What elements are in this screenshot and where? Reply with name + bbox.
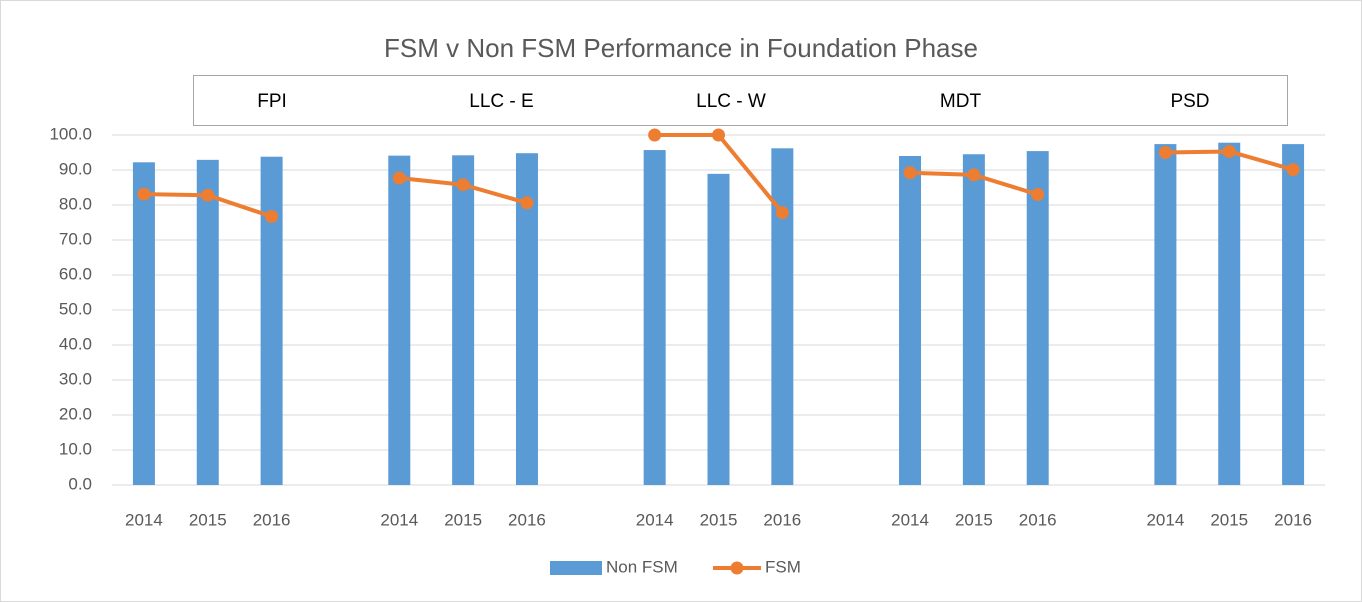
x-tick-label: 2016	[253, 510, 291, 529]
bar	[1154, 144, 1177, 485]
y-tick-label: 80.0	[59, 194, 92, 213]
bar	[1026, 151, 1049, 485]
line-marker	[456, 178, 470, 192]
x-tick-label: 2016	[1274, 510, 1312, 529]
bar	[899, 156, 922, 485]
bar	[771, 148, 794, 486]
bar	[962, 154, 985, 485]
line-marker	[1031, 188, 1045, 201]
x-tick-label: 2014	[1146, 510, 1184, 529]
line-marker	[392, 171, 406, 185]
line-marker	[712, 128, 725, 142]
y-tick-label: 100.0	[49, 124, 92, 143]
y-tick-label: 30.0	[59, 369, 92, 388]
chart-title: FSM v Non FSM Performance in Foundation …	[384, 33, 978, 63]
group-label: PSD	[1170, 91, 1209, 112]
line-marker	[137, 187, 151, 201]
x-tick-label: 2015	[1210, 510, 1248, 529]
bar	[132, 162, 155, 486]
x-tick-label: 2014	[636, 510, 674, 529]
bar	[388, 155, 411, 485]
x-tick-label: 2016	[763, 510, 801, 529]
group-label: FPI	[257, 91, 287, 112]
y-tick-label: 20.0	[59, 404, 92, 423]
x-tick-label: 2015	[955, 510, 993, 529]
line-marker	[967, 168, 981, 182]
bar	[452, 155, 475, 486]
bar	[1218, 142, 1241, 485]
bar	[260, 156, 283, 485]
bar	[707, 173, 730, 485]
y-tick-label: 0.0	[68, 474, 92, 493]
group-box	[193, 75, 1288, 126]
line-marker	[1222, 144, 1236, 158]
bar	[643, 150, 666, 486]
group-label: LLC - E	[469, 91, 533, 112]
legend-swatch-marker	[730, 561, 744, 575]
x-tick-label: 2015	[700, 510, 738, 529]
line-marker	[201, 188, 215, 202]
x-tick-label: 2014	[125, 510, 163, 529]
y-tick-label: 60.0	[59, 264, 92, 283]
x-tick-label: 2014	[891, 510, 929, 529]
y-tick-label: 40.0	[59, 334, 92, 353]
x-tick-label: 2014	[380, 510, 418, 529]
line-marker	[520, 196, 534, 210]
bar	[1282, 144, 1305, 485]
y-tick-label: 50.0	[59, 299, 92, 318]
x-tick-label: 2016	[1019, 510, 1057, 529]
line-marker	[1286, 163, 1300, 177]
bar	[196, 159, 219, 485]
legend-label: FSM	[765, 557, 801, 576]
line-marker	[775, 206, 789, 220]
group-label: MDT	[940, 91, 982, 112]
y-tick-label: 10.0	[59, 439, 92, 458]
y-tick-label: 70.0	[59, 229, 92, 248]
legend-label: Non FSM	[606, 557, 678, 576]
line-marker	[903, 166, 917, 180]
legend-swatch	[550, 561, 602, 575]
line-marker	[648, 128, 662, 142]
bar	[515, 153, 538, 485]
x-tick-label: 2016	[508, 510, 546, 529]
line-marker	[265, 210, 279, 224]
x-tick-label: 2015	[444, 510, 482, 529]
line-marker	[1158, 146, 1172, 159]
x-tick-label: 2015	[189, 510, 227, 529]
y-tick-label: 90.0	[59, 159, 92, 178]
group-label: LLC - W	[696, 91, 766, 112]
